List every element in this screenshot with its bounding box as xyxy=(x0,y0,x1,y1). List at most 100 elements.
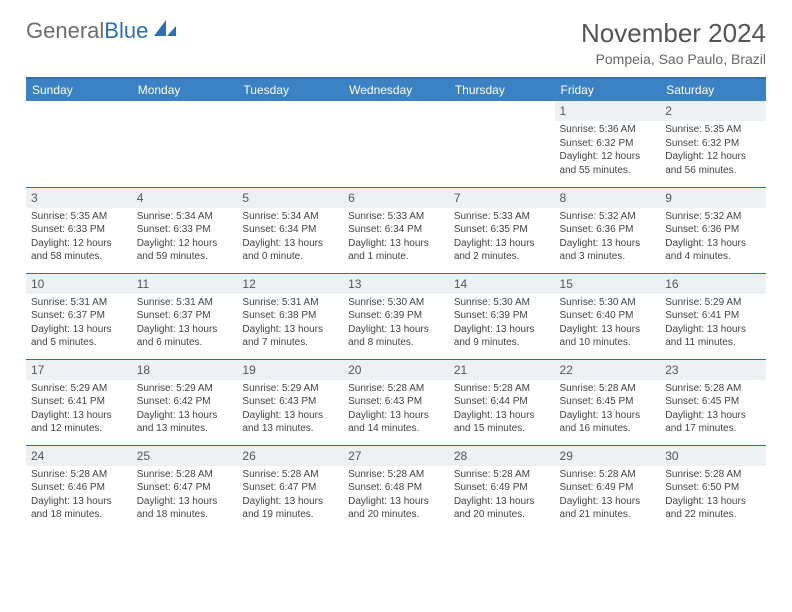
calendar-day-cell: 12Sunrise: 5:31 AMSunset: 6:38 PMDayligh… xyxy=(237,273,343,359)
calendar-week-row: 3Sunrise: 5:35 AMSunset: 6:33 PMDaylight… xyxy=(26,187,766,273)
day-number: 7 xyxy=(449,188,555,208)
day-details: Sunrise: 5:28 AMSunset: 6:45 PMDaylight:… xyxy=(560,382,656,436)
day-details: Sunrise: 5:31 AMSunset: 6:37 PMDaylight:… xyxy=(137,296,233,350)
calendar-day-cell: 16Sunrise: 5:29 AMSunset: 6:41 PMDayligh… xyxy=(660,273,766,359)
day-number: 27 xyxy=(343,446,449,466)
day-details: Sunrise: 5:29 AMSunset: 6:43 PMDaylight:… xyxy=(242,382,338,436)
calendar-day-cell: 2Sunrise: 5:35 AMSunset: 6:32 PMDaylight… xyxy=(660,101,766,187)
calendar-day-cell: 1Sunrise: 5:36 AMSunset: 6:32 PMDaylight… xyxy=(555,101,661,187)
day-number: 14 xyxy=(449,274,555,294)
weekday-header: Monday xyxy=(132,78,238,101)
calendar-day-cell: 8Sunrise: 5:32 AMSunset: 6:36 PMDaylight… xyxy=(555,187,661,273)
calendar-day-cell: 24Sunrise: 5:28 AMSunset: 6:46 PMDayligh… xyxy=(26,445,132,531)
day-number: 2 xyxy=(660,101,766,121)
calendar-day-cell: 23Sunrise: 5:28 AMSunset: 6:45 PMDayligh… xyxy=(660,359,766,445)
calendar-empty-cell xyxy=(237,101,343,187)
day-details: Sunrise: 5:28 AMSunset: 6:50 PMDaylight:… xyxy=(665,468,761,522)
day-details: Sunrise: 5:30 AMSunset: 6:39 PMDaylight:… xyxy=(348,296,444,350)
day-number: 8 xyxy=(555,188,661,208)
day-details: Sunrise: 5:36 AMSunset: 6:32 PMDaylight:… xyxy=(560,123,656,177)
calendar-day-cell: 26Sunrise: 5:28 AMSunset: 6:47 PMDayligh… xyxy=(237,445,343,531)
day-details: Sunrise: 5:35 AMSunset: 6:33 PMDaylight:… xyxy=(31,210,127,264)
calendar-day-cell: 29Sunrise: 5:28 AMSunset: 6:49 PMDayligh… xyxy=(555,445,661,531)
day-details: Sunrise: 5:30 AMSunset: 6:39 PMDaylight:… xyxy=(454,296,550,350)
calendar-day-cell: 20Sunrise: 5:28 AMSunset: 6:43 PMDayligh… xyxy=(343,359,449,445)
day-number: 20 xyxy=(343,360,449,380)
calendar-week-row: 24Sunrise: 5:28 AMSunset: 6:46 PMDayligh… xyxy=(26,445,766,531)
day-number: 5 xyxy=(237,188,343,208)
day-details: Sunrise: 5:31 AMSunset: 6:37 PMDaylight:… xyxy=(31,296,127,350)
calendar-day-cell: 4Sunrise: 5:34 AMSunset: 6:33 PMDaylight… xyxy=(132,187,238,273)
calendar-empty-cell xyxy=(26,101,132,187)
day-details: Sunrise: 5:28 AMSunset: 6:46 PMDaylight:… xyxy=(31,468,127,522)
day-details: Sunrise: 5:34 AMSunset: 6:33 PMDaylight:… xyxy=(137,210,233,264)
weekday-header: Thursday xyxy=(449,78,555,101)
calendar-day-cell: 21Sunrise: 5:28 AMSunset: 6:44 PMDayligh… xyxy=(449,359,555,445)
day-details: Sunrise: 5:28 AMSunset: 6:45 PMDaylight:… xyxy=(665,382,761,436)
calendar-day-cell: 19Sunrise: 5:29 AMSunset: 6:43 PMDayligh… xyxy=(237,359,343,445)
day-details: Sunrise: 5:34 AMSunset: 6:34 PMDaylight:… xyxy=(242,210,338,264)
day-details: Sunrise: 5:28 AMSunset: 6:43 PMDaylight:… xyxy=(348,382,444,436)
day-details: Sunrise: 5:30 AMSunset: 6:40 PMDaylight:… xyxy=(560,296,656,350)
calendar-week-row: 10Sunrise: 5:31 AMSunset: 6:37 PMDayligh… xyxy=(26,273,766,359)
calendar-day-cell: 6Sunrise: 5:33 AMSunset: 6:34 PMDaylight… xyxy=(343,187,449,273)
weekday-header: Wednesday xyxy=(343,78,449,101)
day-number: 23 xyxy=(660,360,766,380)
weekday-header: Saturday xyxy=(660,78,766,101)
calendar-empty-cell xyxy=(449,101,555,187)
day-number: 15 xyxy=(555,274,661,294)
day-details: Sunrise: 5:28 AMSunset: 6:47 PMDaylight:… xyxy=(137,468,233,522)
calendar-day-cell: 9Sunrise: 5:32 AMSunset: 6:36 PMDaylight… xyxy=(660,187,766,273)
calendar-empty-cell xyxy=(343,101,449,187)
day-details: Sunrise: 5:33 AMSunset: 6:34 PMDaylight:… xyxy=(348,210,444,264)
day-number: 25 xyxy=(132,446,238,466)
day-number: 16 xyxy=(660,274,766,294)
calendar-day-cell: 28Sunrise: 5:28 AMSunset: 6:49 PMDayligh… xyxy=(449,445,555,531)
day-number: 1 xyxy=(555,101,661,121)
calendar-body: 1Sunrise: 5:36 AMSunset: 6:32 PMDaylight… xyxy=(26,101,766,531)
day-number: 22 xyxy=(555,360,661,380)
day-details: Sunrise: 5:28 AMSunset: 6:47 PMDaylight:… xyxy=(242,468,338,522)
day-number: 18 xyxy=(132,360,238,380)
day-number: 24 xyxy=(26,446,132,466)
calendar-day-cell: 3Sunrise: 5:35 AMSunset: 6:33 PMDaylight… xyxy=(26,187,132,273)
weekday-header: Friday xyxy=(555,78,661,101)
title-block: November 2024 Pompeia, Sao Paulo, Brazil xyxy=(581,18,766,67)
day-details: Sunrise: 5:35 AMSunset: 6:32 PMDaylight:… xyxy=(665,123,761,177)
calendar-day-cell: 11Sunrise: 5:31 AMSunset: 6:37 PMDayligh… xyxy=(132,273,238,359)
logo-text-general: General xyxy=(26,18,104,44)
logo-text-blue: Blue xyxy=(104,18,148,44)
day-details: Sunrise: 5:29 AMSunset: 6:42 PMDaylight:… xyxy=(137,382,233,436)
location-text: Pompeia, Sao Paulo, Brazil xyxy=(581,51,766,67)
day-details: Sunrise: 5:32 AMSunset: 6:36 PMDaylight:… xyxy=(560,210,656,264)
month-title: November 2024 xyxy=(581,18,766,49)
calendar-day-cell: 22Sunrise: 5:28 AMSunset: 6:45 PMDayligh… xyxy=(555,359,661,445)
day-number: 12 xyxy=(237,274,343,294)
day-details: Sunrise: 5:33 AMSunset: 6:35 PMDaylight:… xyxy=(454,210,550,264)
calendar-day-cell: 18Sunrise: 5:29 AMSunset: 6:42 PMDayligh… xyxy=(132,359,238,445)
calendar-day-cell: 17Sunrise: 5:29 AMSunset: 6:41 PMDayligh… xyxy=(26,359,132,445)
day-number: 29 xyxy=(555,446,661,466)
day-number: 30 xyxy=(660,446,766,466)
calendar-table: Sunday Monday Tuesday Wednesday Thursday… xyxy=(26,77,766,531)
calendar-day-cell: 7Sunrise: 5:33 AMSunset: 6:35 PMDaylight… xyxy=(449,187,555,273)
logo: GeneralBlue xyxy=(26,18,178,44)
day-number: 6 xyxy=(343,188,449,208)
day-details: Sunrise: 5:29 AMSunset: 6:41 PMDaylight:… xyxy=(665,296,761,350)
calendar-day-cell: 15Sunrise: 5:30 AMSunset: 6:40 PMDayligh… xyxy=(555,273,661,359)
day-number: 21 xyxy=(449,360,555,380)
day-details: Sunrise: 5:28 AMSunset: 6:44 PMDaylight:… xyxy=(454,382,550,436)
day-number: 28 xyxy=(449,446,555,466)
calendar-week-row: 1Sunrise: 5:36 AMSunset: 6:32 PMDaylight… xyxy=(26,101,766,187)
day-number: 11 xyxy=(132,274,238,294)
calendar-week-row: 17Sunrise: 5:29 AMSunset: 6:41 PMDayligh… xyxy=(26,359,766,445)
day-details: Sunrise: 5:31 AMSunset: 6:38 PMDaylight:… xyxy=(242,296,338,350)
weekday-header: Sunday xyxy=(26,78,132,101)
day-details: Sunrise: 5:29 AMSunset: 6:41 PMDaylight:… xyxy=(31,382,127,436)
day-number: 4 xyxy=(132,188,238,208)
weekday-header: Tuesday xyxy=(237,78,343,101)
logo-sail-icon xyxy=(152,18,178,44)
calendar-day-cell: 10Sunrise: 5:31 AMSunset: 6:37 PMDayligh… xyxy=(26,273,132,359)
day-number: 19 xyxy=(237,360,343,380)
day-number: 13 xyxy=(343,274,449,294)
